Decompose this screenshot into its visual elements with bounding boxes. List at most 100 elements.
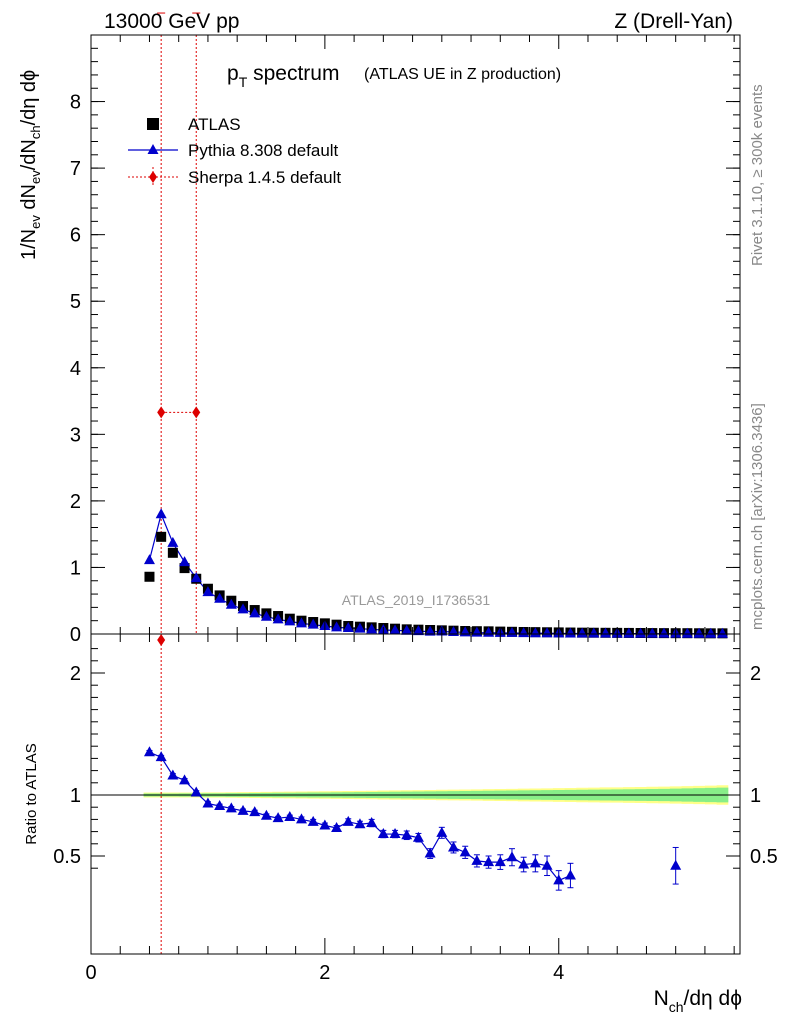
legend-label: Sherpa 1.4.5 default [188,168,341,187]
ratio-band-layer [91,785,740,805]
pythia-point [202,586,214,597]
pythia-point [237,603,249,614]
ratio-pythia-point [237,804,249,815]
legend-label: Pythia 8.308 default [188,141,339,160]
ratio-pythia-point [553,874,565,885]
pythia-point [214,592,226,603]
legend: ATLAS Pythia 8.308 default Sherpa 1.4.5 de… [128,115,341,187]
title-rest: spectrum [247,62,339,85]
ratio-pythia-point [541,859,553,870]
pythia-point [564,627,576,638]
ratio-pythia-point [389,828,401,839]
main-axes: 0 1 2 3 4 5 6 7 8 [70,34,740,646]
ratio-pythia-point [202,797,214,808]
energy-label: 13000 GeV pp [104,10,239,33]
ratio-pythia-point [249,806,261,817]
ylabel-sub-ev: ev [28,215,43,229]
title-p: p [227,62,239,85]
pythia-point [576,627,588,638]
ratio-pythia-point [307,815,319,826]
main-ytick-label: 5 [70,291,81,313]
legend-marker-sherpa [149,171,157,183]
sherpa-point [192,406,201,419]
ratio-pythia-point [506,851,518,862]
ratio-pythia-point [319,819,331,830]
ylabel-part-c: /dN [18,139,40,170]
ratio-pythia-point [494,856,506,867]
pythia-point [716,627,728,638]
ratio-pythia-point [424,847,436,858]
ratio-pythia-point [459,846,471,857]
ratio-pythia-point [366,817,378,828]
ratio-ylabel: Ratio to ATLAS [23,743,40,844]
analysis-watermark: ATLAS_2019_I1736531 [342,592,491,608]
ratio-xtick-label: 0 [85,962,96,984]
ratio-ytick-label-right: 1 [750,785,761,807]
pythia-point [541,627,553,638]
pythia-line [148,512,723,635]
ratio-pythia-point [155,751,167,762]
title-subscript: T [239,74,248,90]
pythia-point [389,624,401,635]
ratio-pythia-point [401,829,413,840]
main-ytick-label: 1 [70,557,81,579]
pythia-point [588,627,600,638]
legend-marker-pythia [147,144,159,154]
x-axis-label: Nch/dη dϕ [654,987,742,1015]
ratio-pythia-point [284,810,296,821]
ratio-pythia-point [354,818,366,829]
pythia-point [658,627,670,638]
pythia-point [529,627,541,638]
pythia-point [225,598,237,609]
ratio-pythia-point [471,854,483,865]
pythia-point [272,613,284,624]
main-ylabel: 1/Nev dNev/dNch/dη dϕ [18,70,43,260]
ratio-pythia-point [225,802,237,813]
pythia-point [646,627,658,638]
mcplots-label: mcplots.cern.ch [arXiv:1306.3436] [749,403,766,630]
xlabel-part-b: /dη dϕ [684,987,742,1010]
pythia-point [600,627,612,638]
ratio-pythia-point [179,774,191,785]
ylabel-part-a: 1/N [18,229,40,260]
main-ytick-label: 2 [70,491,81,513]
ratio-data-layer [143,634,682,954]
pythia-point [635,627,647,638]
pythia-point [693,627,705,638]
ylabel-sub-ch: ch [28,125,43,139]
ratio-pythia-point [260,809,272,820]
ratio-pythia-point [377,828,389,839]
pythia-point [143,554,155,565]
pythia-point [307,618,319,629]
ratio-pythia-point [342,815,354,826]
sherpa-point [157,406,166,419]
plot-subtitle: (ATLAS UE in Z production) [364,66,561,83]
main-ytick-label: 3 [70,424,81,446]
pythia-point [412,625,424,636]
ratio-ytick-label: 0.5 [53,846,81,868]
pythia-point [284,615,296,626]
ratio-sherpa-point [157,634,166,647]
legend-label: ATLAS [188,115,241,134]
pythia-point [681,627,693,638]
pythia-point [623,627,635,638]
ratio-pythia-point [331,821,343,832]
ratio-pythia-point [167,769,179,780]
main-ytick-label: 7 [70,158,81,180]
ratio-ytick-label-right: 0.5 [750,846,778,868]
ylabel-part-d: /dη dϕ [18,70,40,126]
pythia-point [424,625,436,636]
pythia-point [354,622,366,633]
pythia-point [190,572,202,583]
ylabel-part-b: dN [18,184,40,215]
ratio-pythia-point [436,826,448,837]
rivet-label: Rivet 3.1.10, ≥ 300k events [749,84,766,266]
ylabel-sub-ev2: ev [28,170,43,184]
ratio-pythia-point [670,859,682,870]
ratio-pythia-point [518,858,530,869]
pythia-point [260,610,272,621]
main-ytick-label: 0 [70,624,81,646]
atlas-point [156,531,167,542]
ratio-pythia-point [564,869,576,880]
